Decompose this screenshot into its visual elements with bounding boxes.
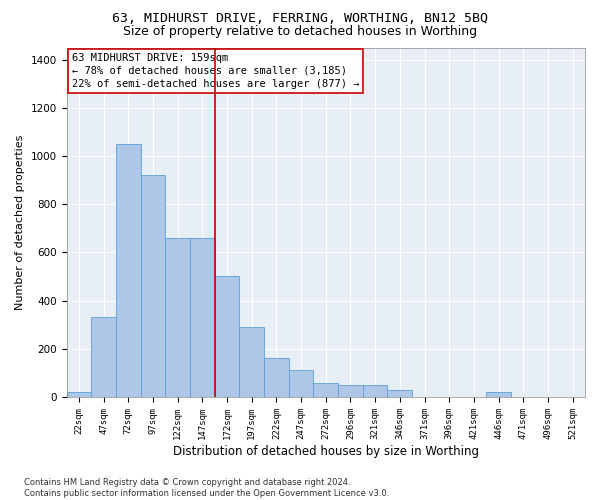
Bar	[215, 276, 239, 397]
Bar	[388, 390, 412, 397]
X-axis label: Distribution of detached houses by size in Worthing: Distribution of detached houses by size …	[173, 444, 479, 458]
Y-axis label: Number of detached properties: Number of detached properties	[15, 134, 25, 310]
Text: 63 MIDHURST DRIVE: 159sqm
← 78% of detached houses are smaller (3,185)
22% of se: 63 MIDHURST DRIVE: 159sqm ← 78% of detac…	[72, 52, 359, 89]
Bar	[486, 392, 511, 397]
Text: Contains HM Land Registry data © Crown copyright and database right 2024.
Contai: Contains HM Land Registry data © Crown c…	[24, 478, 389, 498]
Bar	[165, 238, 190, 397]
Bar	[363, 385, 388, 397]
Bar	[239, 327, 264, 397]
Text: Size of property relative to detached houses in Worthing: Size of property relative to detached ho…	[123, 25, 477, 38]
Bar	[190, 238, 215, 397]
Bar	[140, 175, 165, 397]
Bar	[91, 318, 116, 397]
Bar	[313, 382, 338, 397]
Text: 63, MIDHURST DRIVE, FERRING, WORTHING, BN12 5BQ: 63, MIDHURST DRIVE, FERRING, WORTHING, B…	[112, 12, 488, 26]
Bar	[264, 358, 289, 397]
Bar	[116, 144, 140, 397]
Bar	[338, 385, 363, 397]
Bar	[289, 370, 313, 397]
Bar	[67, 392, 91, 397]
